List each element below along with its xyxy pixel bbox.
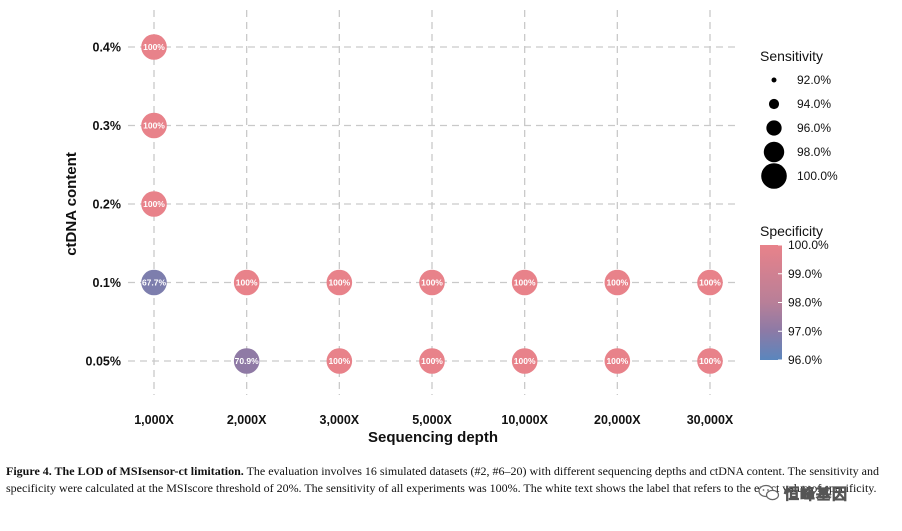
- point-label: 100%: [143, 199, 165, 209]
- y-axis-ticks: 0.05% 0.1% 0.2% 0.3% 0.4%: [86, 41, 121, 369]
- y-tick-label: 0.05%: [86, 355, 121, 369]
- point-label: 100%: [328, 278, 350, 288]
- color-legend-label: 96.0%: [788, 353, 822, 367]
- color-legend-label: 99.0%: [788, 267, 822, 281]
- y-tick-label: 0.1%: [93, 276, 122, 290]
- wechat-icon: [758, 484, 780, 501]
- size-legend-key: [771, 77, 777, 83]
- size-legend: Sensitivity 92.0% 94.0% 96.0% 98.0% 100.0%: [760, 48, 838, 189]
- x-tick-label: 5,000X: [412, 413, 452, 427]
- data-point: [697, 348, 723, 374]
- data-point: [233, 348, 260, 374]
- point-label: 100%: [514, 278, 536, 288]
- x-tick-label: 3,000X: [320, 413, 360, 427]
- point-label: 100%: [606, 278, 628, 288]
- point-label: 100%: [236, 278, 258, 288]
- y-tick-label: 0.2%: [93, 198, 122, 212]
- size-legend-label: 100.0%: [797, 169, 838, 183]
- point-label: 100%: [514, 356, 536, 366]
- size-legend-key: [768, 98, 780, 110]
- point-label: 100%: [699, 356, 721, 366]
- chart-canvas: 100% 100% 100% 67.7% 100% 100% 100% 100% 100% 100…: [63, 10, 838, 446]
- point-label: 100%: [421, 356, 443, 366]
- size-legend-label: 94.0%: [797, 97, 831, 111]
- x-axis-title: Sequencing depth: [368, 429, 498, 446]
- x-tick-label: 20,000X: [594, 413, 641, 427]
- data-point: [419, 269, 445, 296]
- size-legend-key: [761, 163, 787, 189]
- data-point: [233, 269, 260, 296]
- y-axis-title: ctDNA content: [63, 152, 80, 256]
- data-point: [511, 269, 538, 296]
- watermark-text: 恒峰基因: [784, 484, 849, 503]
- data-points: 100% 100% 100% 67.7% 100% 100% 100% 100% 100% 100…: [141, 34, 723, 374]
- caption-text: The evaluation involves 16 simulated dat…: [6, 464, 879, 495]
- size-legend-label: 92.0%: [797, 73, 831, 87]
- data-point: [141, 191, 167, 217]
- size-legend-label: 96.0%: [797, 121, 831, 135]
- data-point: [326, 348, 353, 374]
- x-tick-label: 1,000X: [134, 413, 174, 427]
- point-label: 100%: [699, 278, 721, 288]
- caption-label: Figure 4. The LOD of MSIsensor-ct limita…: [6, 464, 244, 478]
- point-label: 100%: [606, 356, 628, 366]
- color-legend: Specificity 100.0% 99.0% 98.0% 97.0% 96.0%: [760, 223, 829, 367]
- x-tick-label: 2,000X: [227, 413, 267, 427]
- color-legend-title: Specificity: [760, 223, 823, 239]
- point-label: 67.7%: [142, 278, 167, 288]
- data-point: [326, 269, 353, 296]
- color-legend-label: 100.0%: [788, 238, 829, 252]
- point-label: 70.9%: [235, 356, 260, 366]
- color-legend-label: 98.0%: [788, 296, 822, 310]
- data-point: [141, 112, 167, 139]
- figure-caption: Figure 4. The LOD of MSIsensor-ct limita…: [6, 463, 898, 497]
- color-legend-bar: [760, 245, 782, 360]
- point-label: 100%: [143, 42, 165, 52]
- data-point: [511, 348, 538, 374]
- grid-lines: [128, 10, 735, 395]
- data-point: [419, 348, 445, 374]
- size-legend-key: [763, 141, 785, 163]
- point-label: 100%: [328, 356, 350, 366]
- data-point: [697, 269, 723, 296]
- watermark: 恒峰基因: [758, 480, 900, 506]
- data-point: [604, 348, 631, 374]
- size-legend-key: [766, 120, 782, 136]
- data-point: [141, 34, 167, 60]
- point-label: 100%: [143, 121, 165, 131]
- x-tick-label: 30,000X: [687, 413, 734, 427]
- x-axis-ticks: 1,000X 2,000X 3,000X 5,000X 10,000X 20,000X 30…: [134, 413, 734, 427]
- data-point: [141, 269, 167, 296]
- size-legend-label: 98.0%: [797, 145, 831, 159]
- size-legend-title: Sensitivity: [760, 48, 823, 64]
- color-legend-label: 97.0%: [788, 324, 822, 338]
- data-point: [604, 269, 631, 296]
- y-tick-label: 0.4%: [93, 41, 122, 55]
- point-label: 100%: [421, 278, 443, 288]
- x-tick-label: 10,000X: [501, 413, 548, 427]
- y-tick-label: 0.3%: [93, 119, 122, 133]
